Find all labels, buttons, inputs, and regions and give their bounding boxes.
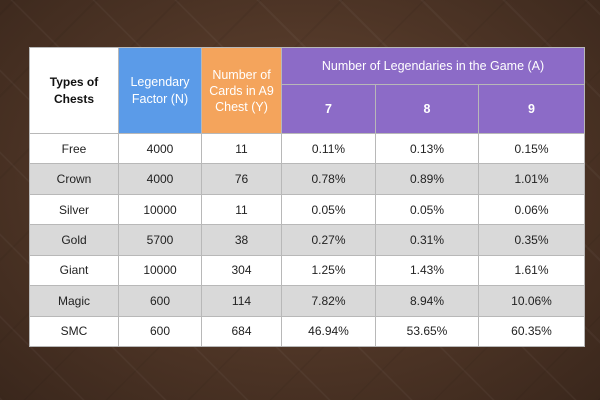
chance-level-7-cell: 0.27% <box>281 224 376 256</box>
chest-type-cell: Magic <box>29 285 119 317</box>
chance-level-8-cell: 0.89% <box>375 163 479 195</box>
chance-level-8-cell: 0.05% <box>375 193 479 226</box>
chance-level-8-cell: 8.94% <box>375 285 479 317</box>
chance-level-9-cell: 1.61% <box>477 254 586 287</box>
header-number-of-legendaries: Number of Legendaries in the Game (A) <box>280 47 586 85</box>
chance-level-9-cell: 0.06% <box>477 193 586 226</box>
table-row: Crown 4000 76 0.78% 0.89% 1.01% <box>29 163 586 195</box>
table-row: Free 4000 11 0.11% 0.13% 0.15% <box>29 132 586 165</box>
chest-type-cell: Giant <box>29 254 119 287</box>
chest-type-cell: Crown <box>29 163 119 195</box>
card-count-cell: 11 <box>201 132 282 165</box>
header-level-8: 8 <box>375 84 479 134</box>
header-level-9: 9 <box>477 84 586 134</box>
header-legendary-factor: Legendary Factor (N) <box>118 47 202 134</box>
chance-level-7-cell: 7.82% <box>281 285 376 317</box>
card-count-cell: 11 <box>201 193 282 226</box>
header-types-of-chests: Types of Chests <box>29 47 119 134</box>
card-count-cell: 38 <box>201 224 282 256</box>
card-count-cell: 684 <box>201 315 282 348</box>
card-count-cell: 114 <box>201 285 282 317</box>
chance-level-7-cell: 0.05% <box>281 193 376 226</box>
chest-type-cell: Gold <box>29 224 119 256</box>
legendary-factor-cell: 10000 <box>118 193 202 226</box>
table-row: Magic 600 114 7.82% 8.94% 10.06% <box>29 285 586 317</box>
card-count-cell: 304 <box>201 254 282 287</box>
legendary-factor-cell: 4000 <box>118 132 202 165</box>
chance-level-7-cell: 46.94% <box>281 315 376 348</box>
legendary-factor-cell: 600 <box>118 315 202 348</box>
legendary-factor-cell: 600 <box>118 285 202 317</box>
chance-level-8-cell: 1.43% <box>375 254 479 287</box>
chance-level-7-cell: 1.25% <box>281 254 376 287</box>
chest-type-cell: Silver <box>29 193 119 226</box>
chest-type-cell: Free <box>29 132 119 165</box>
chance-level-9-cell: 10.06% <box>477 285 586 317</box>
header-level-7: 7 <box>281 84 376 134</box>
table-header: Types of Chests Legendary Factor (N) Num… <box>29 47 586 134</box>
chance-level-9-cell: 1.01% <box>477 163 586 195</box>
header-number-of-cards: Number of Cards in A9 Chest (Y) <box>201 47 282 134</box>
chest-type-cell: SMC <box>29 315 119 348</box>
legendary-factor-cell: 10000 <box>118 254 202 287</box>
table-row: Silver 10000 11 0.05% 0.05% 0.06% <box>29 193 586 226</box>
chance-level-8-cell: 0.13% <box>375 132 479 165</box>
chest-probability-table: Types of Chests Legendary Factor (N) Num… <box>29 47 586 348</box>
chance-level-7-cell: 0.11% <box>281 132 376 165</box>
chance-level-8-cell: 0.31% <box>375 224 479 256</box>
chance-level-8-cell: 53.65% <box>375 315 479 348</box>
legendary-factor-cell: 4000 <box>118 163 202 195</box>
chance-level-7-cell: 0.78% <box>281 163 376 195</box>
table-row: Gold 5700 38 0.27% 0.31% 0.35% <box>29 224 586 256</box>
legendary-factor-cell: 5700 <box>118 224 202 256</box>
table-row: Giant 10000 304 1.25% 1.43% 1.61% <box>29 254 586 287</box>
chance-level-9-cell: 0.15% <box>477 132 586 165</box>
table-body: Free 4000 11 0.11% 0.13% 0.15% Crown 4000 76 0.78… <box>29 132 586 348</box>
chest-probability-table-card: Types of Chests Legendary Factor (N) Num… <box>29 47 586 348</box>
chance-level-9-cell: 0.35% <box>477 224 586 256</box>
card-count-cell: 76 <box>201 163 282 195</box>
table-row: SMC 600 684 46.94% 53.65% 60.35% <box>29 315 586 348</box>
chance-level-9-cell: 60.35% <box>477 315 586 348</box>
